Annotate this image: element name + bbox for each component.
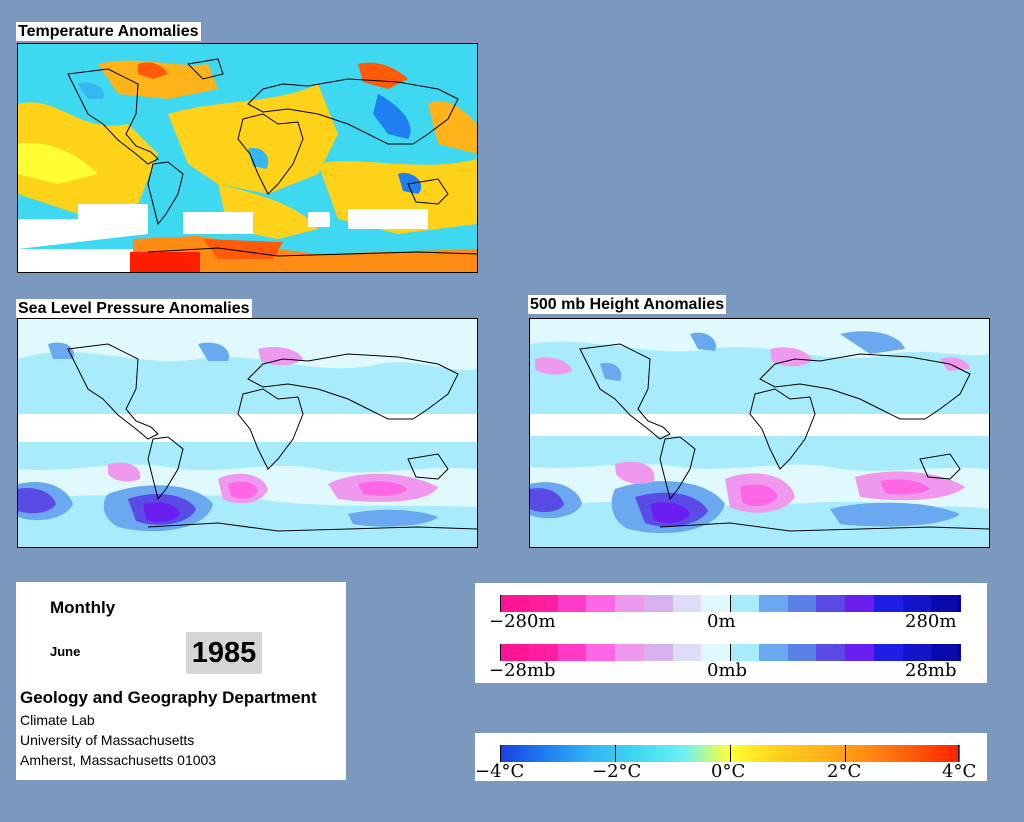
info-panel: Monthly June 1985 Geology and Geography …	[16, 582, 346, 780]
color-swatch	[730, 595, 760, 612]
color-swatch	[902, 595, 932, 612]
temp-tick-4: 2°C	[827, 761, 862, 782]
scale-tick	[730, 745, 731, 762]
scale-tick	[730, 595, 731, 612]
color-swatch	[845, 644, 875, 661]
height-mid-label: 0m	[707, 611, 736, 632]
color-swatch	[586, 644, 616, 661]
temperature-color-scale	[500, 745, 960, 762]
color-swatch	[500, 644, 530, 661]
color-swatch	[643, 644, 673, 661]
temp-tick-3: 0°C	[711, 761, 746, 782]
scale-tick	[615, 745, 616, 762]
address-label: Amherst, Massachusetts 01003	[20, 752, 217, 768]
year-display: 1985	[186, 632, 262, 674]
temp-tick-5: 4°C	[942, 761, 977, 782]
scale-tick	[959, 644, 960, 661]
scale-tick	[730, 644, 731, 661]
scale-tick	[845, 745, 846, 762]
color-swatch	[528, 595, 558, 612]
color-swatch	[816, 595, 846, 612]
color-swatch	[845, 595, 875, 612]
slp-panel-title: Sea Level Pressure Anomalies	[16, 299, 252, 318]
height500-panel-title: 500 mb Height Anomalies	[528, 295, 727, 314]
500mb-height-map	[529, 318, 990, 548]
pressure-max-label: 28mb	[905, 660, 957, 681]
height-max-label: 280m	[905, 611, 957, 632]
color-swatch	[672, 595, 702, 612]
color-swatch	[873, 595, 903, 612]
color-swatch	[557, 644, 587, 661]
temp-tick-2: −2°C	[592, 761, 642, 782]
pressure-mid-label: 0mb	[707, 660, 748, 681]
color-swatch	[787, 644, 817, 661]
color-swatch	[528, 644, 558, 661]
scale-tick	[500, 745, 501, 762]
color-swatch	[873, 644, 903, 661]
department-label: Geology and Geography Department	[20, 688, 317, 707]
color-swatch	[931, 644, 961, 661]
color-swatch	[730, 644, 760, 661]
lab-label: Climate Lab	[20, 712, 95, 728]
sea-level-pressure-map	[17, 318, 478, 548]
color-swatch	[816, 644, 846, 661]
scale-tick	[959, 595, 960, 612]
color-swatch	[701, 595, 731, 612]
color-swatch	[615, 644, 645, 661]
height-color-scale	[500, 595, 961, 612]
height-min-label: −280m	[489, 611, 556, 632]
color-swatch	[787, 595, 817, 612]
temperature-legend: −4°C −2°C 0°C 2°C 4°C	[475, 733, 987, 782]
color-swatch	[701, 644, 731, 661]
month-label: June	[50, 644, 81, 659]
color-swatch	[586, 595, 616, 612]
color-swatch	[758, 595, 788, 612]
period-label: Monthly	[50, 598, 116, 617]
temp-tick-1: −4°C	[475, 761, 525, 782]
color-swatch	[500, 595, 530, 612]
color-swatch	[758, 644, 788, 661]
color-swatch	[643, 595, 673, 612]
scale-tick	[500, 644, 501, 661]
university-label: University of Massachusetts	[20, 732, 195, 748]
temperature-anomaly-map	[17, 43, 478, 273]
color-swatch	[672, 644, 702, 661]
temperature-panel-title: Temperature Anomalies	[16, 22, 201, 41]
color-swatch	[931, 595, 961, 612]
scale-tick	[958, 745, 959, 762]
scale-tick	[500, 595, 501, 612]
color-swatch	[615, 595, 645, 612]
color-swatch	[557, 595, 587, 612]
pressure-color-scale	[500, 644, 961, 661]
anomaly-legend: −280m 0m 280m −28mb 0mb 28mb	[475, 583, 987, 683]
pressure-min-label: −28mb	[489, 660, 556, 681]
color-swatch	[902, 644, 932, 661]
